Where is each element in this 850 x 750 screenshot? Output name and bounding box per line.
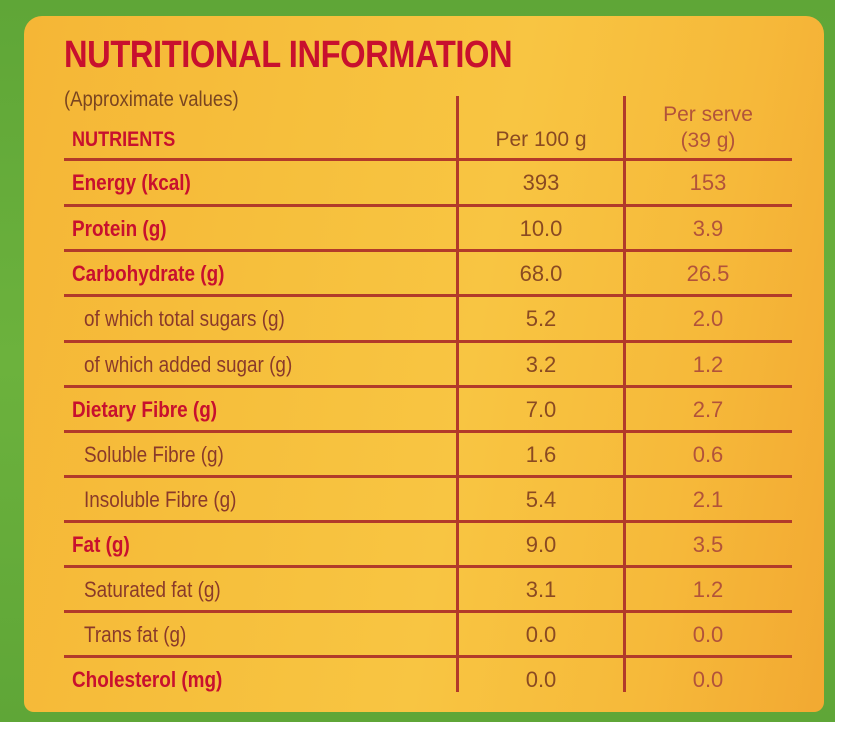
value-per-serve: 2.7 xyxy=(692,397,724,422)
table-row: Carbohydrate (g) 68.0 26.5 xyxy=(64,252,804,297)
value-per-100g: 0.0 xyxy=(525,622,557,647)
column-divider xyxy=(623,96,626,692)
column-divider xyxy=(456,96,459,692)
value-per-serve: 2.0 xyxy=(692,306,724,331)
value-per-serve: 3.9 xyxy=(692,216,724,241)
value-per-serve: 0.6 xyxy=(692,442,724,467)
row-divider xyxy=(64,294,792,297)
row-divider xyxy=(64,204,792,207)
nutrient-name: Energy (kcal) xyxy=(72,170,191,195)
header-per-serve: Per serve (39 g) xyxy=(625,102,791,154)
value-per-serve: 1.2 xyxy=(692,352,724,377)
table-row: Fat (g) 9.0 3.5 xyxy=(64,523,804,568)
label-border: NUTRITIONAL INFORMATION (Approximate val… xyxy=(0,0,835,722)
row-divider xyxy=(64,475,792,478)
row-divider xyxy=(64,610,792,613)
value-per-100g: 7.0 xyxy=(525,397,557,422)
value-per-100g: 0.0 xyxy=(525,667,557,692)
nutrient-name: Cholesterol (mg) xyxy=(72,667,223,692)
value-per-serve: 2.1 xyxy=(692,487,724,512)
value-per-100g: 393 xyxy=(522,170,560,195)
nutrient-name: Soluble Fibre (g) xyxy=(84,442,224,467)
nutrient-name: Insoluble Fibre (g) xyxy=(84,487,237,512)
nutrient-name: Carbohydrate (g) xyxy=(72,261,225,286)
nutrient-name: Fat (g) xyxy=(72,532,130,557)
header-nutrients: NUTRIENTS xyxy=(72,128,176,151)
nutrition-panel: NUTRITIONAL INFORMATION (Approximate val… xyxy=(24,16,824,712)
value-per-100g: 10.0 xyxy=(519,216,563,241)
row-divider xyxy=(64,385,792,388)
header-per-100g: Per 100 g xyxy=(495,128,587,151)
value-per-100g: 9.0 xyxy=(525,532,557,557)
value-per-100g: 5.4 xyxy=(525,487,557,512)
table-row: of which total sugars (g) 5.2 2.0 xyxy=(64,297,804,342)
value-per-serve: 153 xyxy=(689,170,727,195)
nutrient-name: of which total sugars (g) xyxy=(84,306,285,331)
table-row: Protein (g) 10.0 3.9 xyxy=(64,207,804,252)
table-row: Energy (kcal) 393 153 xyxy=(64,161,804,206)
row-divider xyxy=(64,655,792,658)
table-row: Cholesterol (mg) 0.0 0.0 xyxy=(64,658,804,703)
value-per-100g: 3.2 xyxy=(525,352,557,377)
nutrient-name: Trans fat (g) xyxy=(84,622,187,647)
value-per-100g: 68.0 xyxy=(519,261,563,286)
table-row: Soluble Fibre (g) 1.6 0.6 xyxy=(64,433,804,478)
value-per-100g: 3.1 xyxy=(525,577,557,602)
value-per-serve: 1.2 xyxy=(692,577,724,602)
nutrient-name: of which added sugar (g) xyxy=(84,352,293,377)
table-row: Dietary Fibre (g) 7.0 2.7 xyxy=(64,388,804,433)
row-divider xyxy=(64,249,792,252)
row-divider xyxy=(64,430,792,433)
nutrient-name: Dietary Fibre (g) xyxy=(72,397,218,422)
nutrient-name: Saturated fat (g) xyxy=(84,577,221,602)
table-row: Insoluble Fibre (g) 5.4 2.1 xyxy=(64,478,804,523)
row-divider xyxy=(64,158,792,161)
row-divider xyxy=(64,340,792,343)
table-row: Saturated fat (g) 3.1 1.2 xyxy=(64,568,804,613)
row-divider xyxy=(64,520,792,523)
table-row: of which added sugar (g) 3.2 1.2 xyxy=(64,343,804,388)
value-per-serve: 26.5 xyxy=(686,261,730,286)
table-header: NUTRIENTS Per 100 g Per serve (39 g) xyxy=(64,103,804,160)
header-per-serve-line1: Per serve xyxy=(663,103,753,126)
value-per-100g: 1.6 xyxy=(525,442,557,467)
label-subtitle: (Approximate values) xyxy=(64,88,239,111)
value-per-serve: 3.5 xyxy=(692,532,724,557)
nutrient-name: Protein (g) xyxy=(72,216,167,241)
table-row: Trans fat (g) 0.0 0.0 xyxy=(64,613,804,658)
value-per-serve: 0.0 xyxy=(692,622,724,647)
row-divider xyxy=(64,565,792,568)
value-per-serve: 0.0 xyxy=(692,667,724,692)
header-per-serve-line2: (39 g) xyxy=(680,129,736,152)
value-per-100g: 5.2 xyxy=(525,306,557,331)
label-title: NUTRITIONAL INFORMATION xyxy=(64,34,513,76)
